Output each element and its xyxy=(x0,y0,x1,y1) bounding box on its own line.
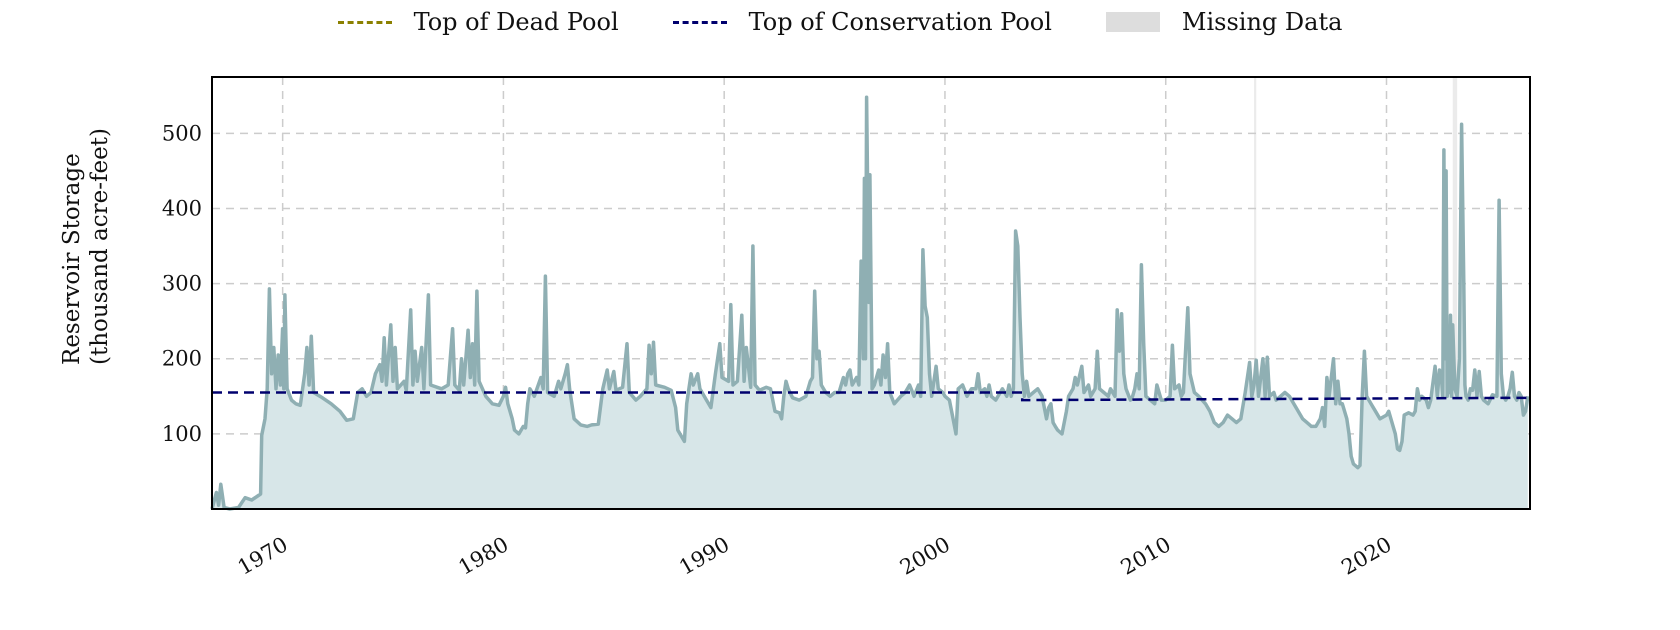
legend-item-missing-data: Missing Data xyxy=(1105,8,1343,36)
missing-data-band xyxy=(1254,77,1257,509)
missing-data-swatch xyxy=(1105,12,1160,32)
y-tick-label: 300 xyxy=(162,272,202,296)
legend-item-dead-pool: Top of Dead Pool xyxy=(337,8,619,36)
legend-label-conservation-pool: Top of Conservation Pool xyxy=(748,8,1052,36)
y-tick-label: 500 xyxy=(162,121,202,145)
legend-label-missing-data: Missing Data xyxy=(1181,8,1343,36)
x-tick-label: 2000 xyxy=(896,532,954,580)
y-tick-label: 100 xyxy=(162,422,202,446)
plot-frame xyxy=(211,76,1531,510)
conservation-pool-swatch xyxy=(672,20,727,24)
y-tick-label: 400 xyxy=(162,196,202,220)
conservation-pool-line xyxy=(212,391,1531,402)
legend-label-dead-pool: Top of Dead Pool xyxy=(413,8,619,36)
x-tick-label: 2020 xyxy=(1337,532,1395,580)
x-tick-label: 1980 xyxy=(454,532,512,580)
missing-data-band xyxy=(1452,77,1458,509)
x-tick-label: 2010 xyxy=(1117,532,1175,580)
x-tick-label: 1990 xyxy=(675,532,733,580)
legend-item-conservation-pool: Top of Conservation Pool xyxy=(672,8,1052,36)
x-tick-label: 1970 xyxy=(234,532,292,580)
y-tick-label: 200 xyxy=(162,347,202,371)
legend: Top of Dead Pool Top of Conservation Poo… xyxy=(0,8,1680,36)
dead-pool-swatch xyxy=(337,20,392,24)
storage-series-line xyxy=(210,95,1530,511)
